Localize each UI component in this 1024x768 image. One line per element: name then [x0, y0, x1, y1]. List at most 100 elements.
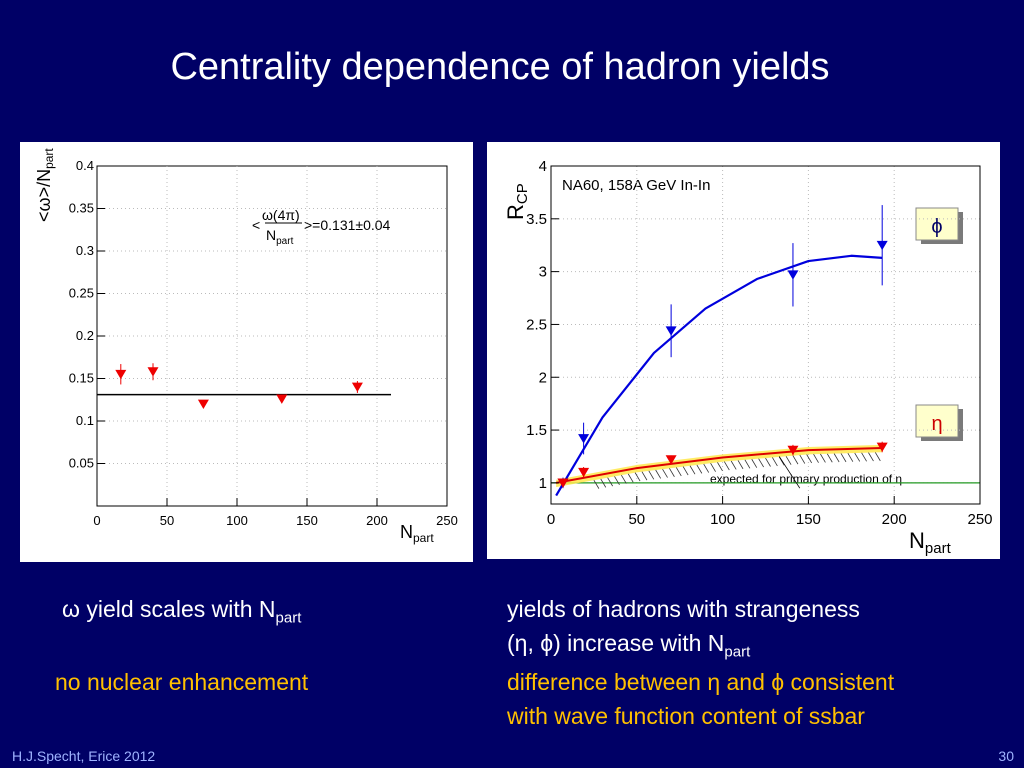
difference-text-line2: with wave function content of ssbar	[507, 703, 865, 729]
eta-hatch	[799, 454, 806, 464]
eta-hatch	[730, 460, 737, 470]
eta-hatch	[840, 453, 847, 463]
eta-hatch	[696, 464, 703, 474]
legend-phi: ϕ	[915, 207, 963, 244]
omega-ytick-label: 0.2	[76, 328, 94, 343]
phi-point	[787, 270, 799, 280]
omega-point	[197, 399, 209, 409]
phi-point	[578, 434, 590, 444]
omega-chart: <ω>/Npart ω(4π) < Npart >=0.131±0.04 Npa…	[34, 148, 458, 545]
eta-hatch	[621, 474, 627, 484]
phi-point	[876, 240, 888, 251]
omega-point	[115, 369, 127, 380]
omega-xlabel: Npart	[400, 522, 434, 545]
rcp-ytick-label: 1	[539, 475, 547, 492]
eta-hatch	[785, 456, 792, 465]
omega-xtick-label: 200	[366, 513, 388, 528]
legend-eta: η	[915, 404, 963, 441]
eta-point	[557, 478, 569, 488]
omega-xtick-label: 0	[93, 513, 100, 528]
page-title: Centrality dependence of hadron yields	[170, 46, 830, 88]
primary-production-annotation: expected for primary production of η	[710, 472, 902, 486]
eta-hatch	[648, 470, 655, 480]
rcp-ytick-label: 4	[539, 158, 547, 175]
eta-hatch	[751, 459, 758, 468]
difference-text-line1: difference between η and ϕ consistent	[507, 669, 895, 695]
eta-hatch	[744, 459, 751, 469]
eta-hatch	[813, 454, 819, 463]
eta-hatch	[655, 469, 662, 479]
phi-point	[665, 326, 677, 336]
annotation-value: >=0.131±0.04	[304, 217, 391, 233]
rcp-ytick-label: 3	[539, 264, 547, 281]
omega-ylabel: <ω>/Npart	[34, 148, 56, 222]
eta-hatch	[874, 452, 881, 462]
rcp-title: NA60, 158A GeV In-In	[562, 177, 710, 194]
page-number: 30	[998, 748, 1014, 764]
eta-hatch	[634, 472, 641, 482]
omega-ytick-label: 0.1	[76, 413, 94, 428]
omega-chart-panel: <ω>/Npart ω(4π) < Npart >=0.131±0.04 Npa…	[20, 142, 473, 562]
legend-phi-label: ϕ	[931, 216, 942, 238]
eta-hatch	[600, 478, 607, 488]
rcp-xtick-label: 250	[967, 511, 992, 528]
eta-hatch	[868, 452, 874, 462]
rcp-ylabel: RCP	[503, 183, 531, 220]
rcp-plot-frame	[550, 165, 981, 505]
omega-xtick-label: 150	[296, 513, 318, 528]
eta-hatch	[792, 455, 799, 465]
eta-point	[787, 445, 799, 456]
omega-xtick-label: 250	[436, 513, 458, 528]
omega-ytick-label: 0.05	[69, 456, 94, 471]
omega-xtick-label: 50	[160, 513, 174, 528]
annotation-denominator: Npart	[266, 227, 294, 247]
rcp-ytick-label: 2.5	[526, 316, 547, 333]
omega-point	[147, 367, 159, 377]
eta-hatch	[689, 465, 696, 475]
phi-fit-curve	[555, 254, 883, 497]
rcp-xtick-label: 50	[628, 511, 645, 528]
omega-ytick-label: 0.25	[69, 286, 94, 301]
omega-scaling-text: ω yield scales with Npart	[62, 596, 302, 627]
rcp-ytick-label: 3.5	[526, 211, 547, 228]
omega-annotation: ω(4π) < Npart >=0.131±0.04	[252, 207, 391, 247]
eta-hatch	[607, 477, 613, 487]
eta-point	[665, 455, 677, 465]
eta-hatch	[847, 453, 854, 462]
eta-hatch	[710, 463, 716, 472]
eta-point	[876, 442, 888, 452]
rcp-chart: RCP NA60, 158A GeV In-In expected for pr…	[503, 158, 993, 557]
footer-author: H.J.Specht, Erice 2012	[12, 748, 156, 764]
eta-point	[578, 467, 590, 478]
eta-hatch	[723, 461, 730, 471]
eta-hatch	[703, 463, 710, 473]
legend-eta-label: η	[931, 413, 942, 435]
eta-hatch	[737, 460, 744, 470]
eta-hatch	[675, 467, 682, 477]
omega-ytick-label: 0.4	[76, 158, 94, 173]
eta-hatch	[593, 479, 600, 489]
omega-ytick-label: 0.15	[69, 371, 94, 386]
rcp-xtick-label: 200	[882, 511, 907, 528]
no-enhancement-text: no nuclear enhancement	[55, 669, 309, 695]
rcp-xlabel: Npart	[909, 528, 952, 557]
eta-hatch	[669, 468, 675, 477]
eta-hatch	[826, 453, 833, 463]
strangeness-text-line2: (η, ϕ) increase with Npart	[507, 630, 751, 661]
eta-hatch	[627, 473, 634, 483]
rcp-xtick-label: 150	[796, 511, 821, 528]
omega-ytick-label: 0.3	[76, 243, 94, 258]
eta-hatch	[641, 471, 648, 481]
omega-xtick-label: 100	[226, 513, 248, 528]
eta-hatch	[765, 457, 771, 467]
eta-hatch	[854, 452, 861, 462]
eta-hatch	[833, 453, 840, 463]
rcp-chart-panel: RCP NA60, 158A GeV In-In expected for pr…	[487, 142, 1000, 559]
omega-point	[351, 382, 363, 392]
strangeness-text-line1: yields of hadrons with strangeness	[507, 596, 860, 622]
eta-hatch	[662, 468, 668, 478]
rcp-ytick-label: 2	[539, 369, 547, 386]
eta-hatch	[806, 454, 813, 464]
annotation-numerator: ω(4π)	[262, 207, 300, 223]
eta-hatch	[772, 457, 778, 467]
